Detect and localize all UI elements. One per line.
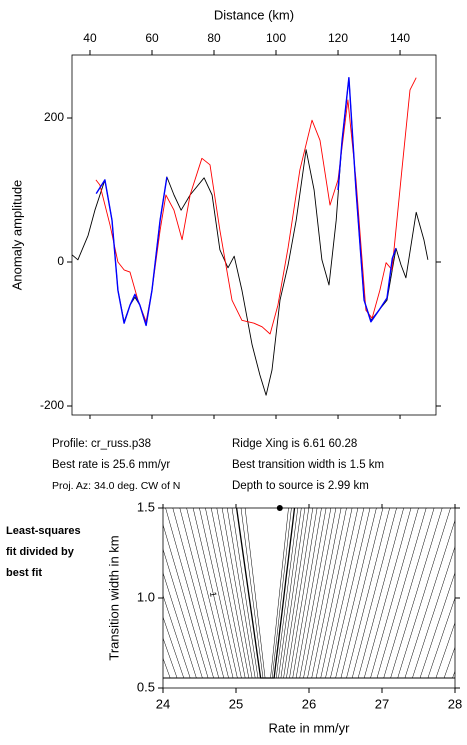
x-tick-label: 27 [375,696,389,711]
x-tick-label: 60 [145,31,159,45]
best-fit-point [276,505,283,511]
info-text: Best transition width is 1.5 km [232,459,384,471]
contour-line [163,519,455,679]
data-line [95,77,397,327]
contour-line [163,508,384,679]
side-label: fit divided by [6,546,75,558]
x-tick-label: 40 [83,31,97,45]
y-tick-label: -200 [40,398,64,412]
y-axis-title: Transition width in km [106,535,121,660]
x-tick-label: 26 [302,696,316,711]
data-line [95,77,417,335]
contours [163,508,455,679]
y-axis-title: Anomaly amplitude [9,180,24,291]
y-tick-label: 1.0 [137,589,155,604]
info-text: Best rate is 25.6 mm/yr [52,459,170,471]
y-tick-label: 1.5 [137,499,155,514]
contour-line [221,508,306,679]
contour-line [231,508,299,679]
x-tick-label: 24 [156,696,170,711]
contour-line [163,508,412,679]
y-tick-label: 0 [57,254,64,268]
contour-line [216,508,310,679]
info-text: Proj. Az: 34.0 deg. CW of N [52,480,180,492]
data-line [71,77,429,396]
x-tick-label: 80 [207,31,221,45]
x-axis-title: Distance (km) [214,7,294,22]
side-label: best fit [6,567,42,579]
contour-label: 1 [208,591,219,598]
y-tick-label: 0.5 [137,679,155,694]
info-text: Depth to source is 2.99 km [232,480,369,492]
contour-line [163,677,455,679]
contour-line [163,508,365,679]
x-tick-label: 100 [266,31,286,45]
x-tick-label: 120 [328,31,348,45]
contour-line [163,508,451,679]
y-tick-label: 200 [44,110,64,124]
plot-frame [71,54,437,416]
plot-frame [162,507,456,689]
x-tick-label: 25 [229,696,243,711]
info-text: Profile: cr_russ.p38 [52,438,151,450]
x-tick-label: 140 [390,31,410,45]
x-axis-title: Rate in mm/yr [269,720,351,735]
side-label: Least-squares [6,525,81,537]
info-text: Ridge Xing is 6.61 60.28 [232,438,357,450]
x-tick-label: 28 [448,696,462,711]
